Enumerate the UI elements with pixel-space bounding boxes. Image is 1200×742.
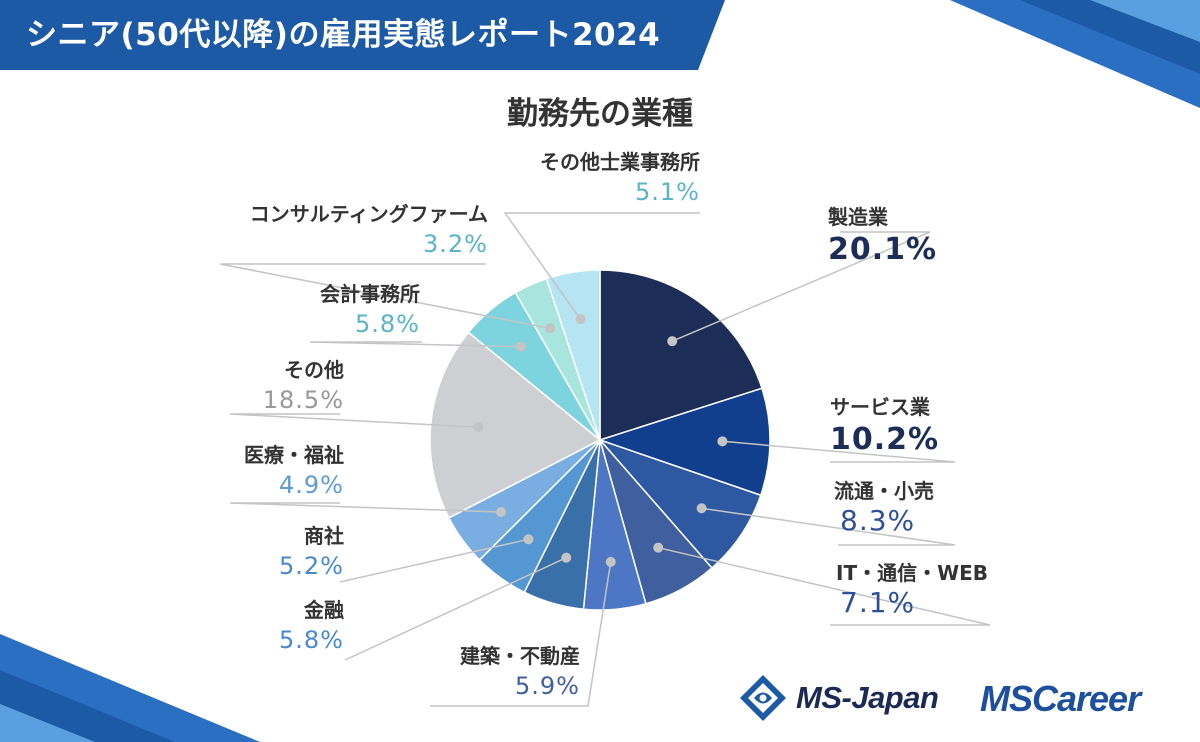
pie-slice-0 (599, 269, 763, 442)
slice-label-medical: 医療・福祉 4.9% (244, 441, 344, 501)
leader-line-1 (722, 440, 956, 463)
leader-dot-6 (523, 534, 534, 545)
slice-value: 5.8% (279, 626, 344, 654)
leader-line-4 (430, 561, 612, 707)
slice-name: 建築・不動産 (460, 644, 580, 668)
leader-line-3 (658, 546, 991, 626)
leader-line-11 (503, 212, 700, 320)
leader-line-9 (309, 341, 521, 348)
slice-label-service: サービス業 10.2% (830, 393, 939, 459)
slice-name: 商社 (304, 524, 344, 548)
slice-value: 3.2% (423, 230, 488, 258)
slice-label-manufacturing: 製造業 20.1% (828, 203, 937, 269)
slice-label-trading: 商社 5.2% (279, 522, 344, 582)
msjapan-logo: MS-Japan (738, 670, 939, 726)
pie-slices (429, 269, 771, 611)
decor-stripes-bottom-left (0, 634, 260, 742)
pie-slice-2 (597, 438, 762, 570)
slice-label-other-professional: その他士業事務所 5.1% (540, 148, 700, 208)
slice-label-construction: 建築・不動産 5.9% (460, 642, 580, 702)
banner-blue-band (0, 0, 725, 70)
slice-value: 10.2% (830, 422, 940, 457)
slice-label-other: その他 18.5% (263, 356, 344, 416)
leader-line-7 (229, 502, 502, 513)
leader-lines (219, 212, 991, 707)
slice-name: サービス業 (830, 395, 930, 419)
leader-line-6 (339, 538, 529, 583)
slice-name: その他 (284, 358, 344, 382)
slice-name: その他士業事務所 (540, 150, 700, 174)
slice-value: 18.5% (262, 386, 344, 414)
leader-line-0 (671, 231, 931, 342)
slice-label-accounting-firm: 会計事務所 5.8% (320, 280, 420, 340)
decor-stripe (0, 704, 95, 742)
leader-line-8 (229, 413, 479, 428)
slice-label-retail: 流通・小売 8.3% (834, 477, 934, 537)
slice-value: 5.1% (635, 178, 700, 206)
chart-title: 勤務先の業種 (507, 96, 693, 132)
slice-value: 5.8% (355, 310, 420, 338)
slice-name: 流通・小売 (834, 479, 934, 503)
slice-value: 7.1% (840, 586, 916, 619)
slice-name: 会計事務所 (320, 282, 420, 306)
slice-value: 20.1% (828, 232, 938, 267)
slice-label-finance: 金融 5.8% (279, 596, 344, 656)
decor-stripes-top-right (950, 0, 1200, 108)
slice-value: 8.3% (840, 504, 916, 537)
leader-dot-10 (545, 323, 556, 334)
leader-line-10 (219, 263, 551, 330)
mscareer-logo: MSCareer (980, 678, 1141, 719)
slice-label-it: IT・通信・WEB 7.1% (836, 559, 988, 619)
slice-name: 金融 (304, 598, 344, 622)
decor-stripe (1090, 0, 1200, 42)
slice-value: 4.9% (279, 471, 344, 499)
page-title: シニア(50代以降)の雇用実態レポート2024 (26, 17, 661, 53)
leader-dot-1 (717, 436, 728, 447)
leader-line-2 (701, 507, 956, 546)
slice-name: 製造業 (828, 205, 888, 229)
pie-slice-8 (429, 331, 602, 519)
slice-name: コンサルティングファーム (249, 202, 488, 226)
pie-slice-1 (597, 387, 771, 497)
slice-name: IT・通信・WEB (836, 561, 989, 585)
leader-line-5 (344, 557, 567, 661)
msjapan-logo-text: MS-Japan (796, 680, 939, 715)
slice-name: 医療・福祉 (244, 443, 344, 467)
msjapan-mark-icon (740, 675, 786, 721)
slice-value: 5.2% (279, 552, 344, 580)
leader-dot-2 (696, 503, 707, 514)
leader-dot-7 (496, 507, 507, 518)
slice-label-consulting: コンサルティングファーム 3.2% (250, 200, 488, 260)
pie-slice-11 (545, 269, 601, 441)
slice-value: 5.9% (515, 672, 580, 700)
